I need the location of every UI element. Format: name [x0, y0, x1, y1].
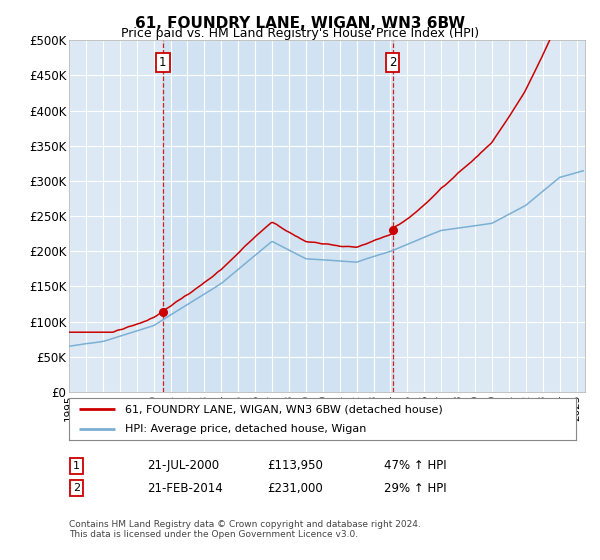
- Text: Price paid vs. HM Land Registry's House Price Index (HPI): Price paid vs. HM Land Registry's House …: [121, 27, 479, 40]
- Text: 29% ↑ HPI: 29% ↑ HPI: [384, 482, 446, 495]
- Text: HPI: Average price, detached house, Wigan: HPI: Average price, detached house, Wiga…: [125, 424, 366, 434]
- Text: 1: 1: [73, 461, 80, 471]
- Text: 21-FEB-2014: 21-FEB-2014: [147, 482, 223, 495]
- Text: 47% ↑ HPI: 47% ↑ HPI: [384, 459, 446, 473]
- Text: 61, FOUNDRY LANE, WIGAN, WN3 6BW (detached house): 61, FOUNDRY LANE, WIGAN, WN3 6BW (detach…: [125, 404, 443, 414]
- Text: 2: 2: [389, 57, 397, 69]
- Text: £113,950: £113,950: [267, 459, 323, 473]
- Text: 21-JUL-2000: 21-JUL-2000: [147, 459, 219, 473]
- Text: 2: 2: [73, 483, 80, 493]
- Text: Contains HM Land Registry data © Crown copyright and database right 2024.
This d: Contains HM Land Registry data © Crown c…: [69, 520, 421, 539]
- Text: 1: 1: [159, 57, 167, 69]
- Text: £231,000: £231,000: [267, 482, 323, 495]
- Text: 61, FOUNDRY LANE, WIGAN, WN3 6BW: 61, FOUNDRY LANE, WIGAN, WN3 6BW: [135, 16, 465, 31]
- Bar: [163, 40, 392, 392]
